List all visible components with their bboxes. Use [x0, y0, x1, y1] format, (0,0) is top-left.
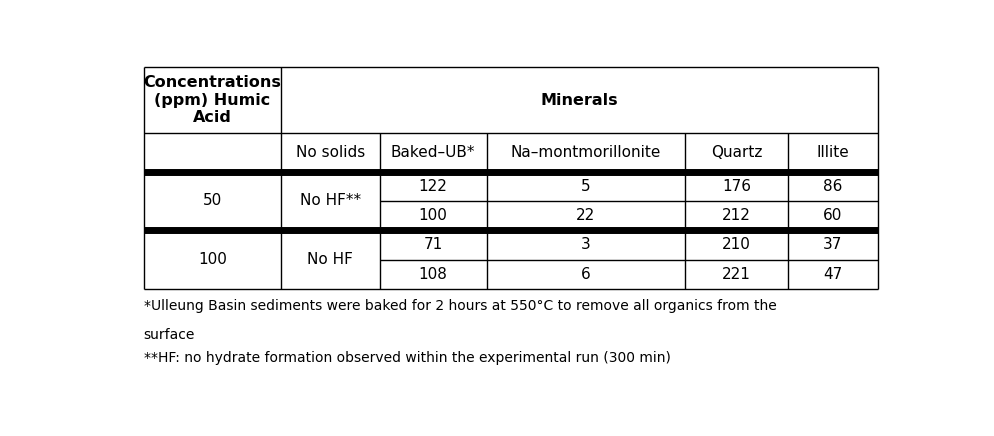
Text: **HF: no hydrate formation observed within the experimental run (300 min): **HF: no hydrate formation observed with…	[143, 351, 670, 365]
Text: Quartz: Quartz	[711, 145, 762, 160]
Text: 210: 210	[722, 238, 751, 252]
Text: Baked–UB*: Baked–UB*	[391, 145, 475, 160]
Text: surface: surface	[143, 327, 195, 342]
Text: 37: 37	[823, 238, 843, 252]
Text: No HF: No HF	[307, 252, 353, 267]
Text: 22: 22	[577, 208, 595, 223]
Text: 6: 6	[581, 267, 590, 282]
Text: 3: 3	[581, 238, 590, 252]
Text: 86: 86	[823, 179, 843, 194]
Text: No solids: No solids	[295, 145, 365, 160]
Text: 50: 50	[203, 194, 222, 208]
Text: 122: 122	[418, 179, 447, 194]
Text: 47: 47	[823, 267, 843, 282]
Text: *Ulleung Basin sediments were baked for 2 hours at 550°C to remove all organics : *Ulleung Basin sediments were baked for …	[143, 299, 776, 313]
Text: Na–montmorillonite: Na–montmorillonite	[511, 145, 661, 160]
Text: No HF**: No HF**	[300, 194, 361, 208]
Text: 60: 60	[823, 208, 843, 223]
Text: 71: 71	[423, 238, 442, 252]
Text: 212: 212	[722, 208, 751, 223]
Text: Minerals: Minerals	[541, 92, 618, 108]
Text: 100: 100	[198, 252, 227, 267]
Text: 221: 221	[722, 267, 751, 282]
Text: 108: 108	[418, 267, 447, 282]
Text: 5: 5	[581, 179, 590, 194]
Text: Illite: Illite	[816, 145, 849, 160]
Text: 100: 100	[418, 208, 447, 223]
Text: Concentrations
(ppm) Humic
Acid: Concentrations (ppm) Humic Acid	[143, 75, 281, 125]
Text: 176: 176	[722, 179, 751, 194]
